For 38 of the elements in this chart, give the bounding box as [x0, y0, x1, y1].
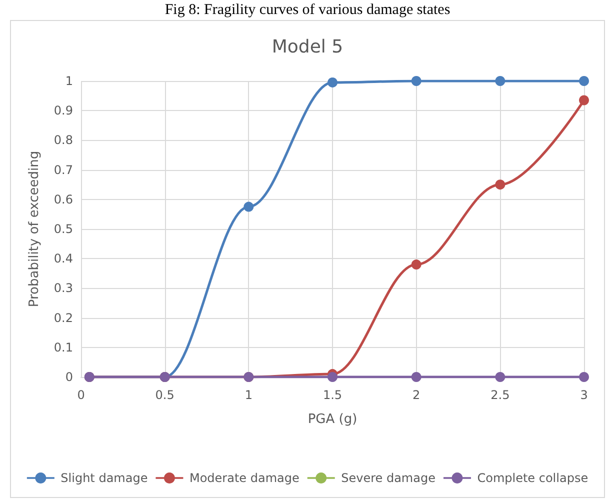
point	[579, 76, 589, 86]
point	[495, 76, 506, 86]
legend-label: Slight damage	[60, 471, 148, 485]
point	[328, 77, 338, 88]
point	[244, 202, 254, 212]
point	[411, 76, 422, 86]
x-tick-label: 2	[412, 388, 420, 402]
y-tick-label: 0.7	[54, 162, 73, 177]
y-tick-label: 0.1	[54, 340, 73, 354]
y-axis-title: Probability of exceeding	[27, 150, 42, 308]
point	[495, 372, 506, 382]
x-tick-label: 2.5	[490, 388, 510, 402]
y-tick-label: 0.4	[54, 252, 73, 266]
point	[579, 372, 589, 382]
point	[411, 372, 422, 382]
x-tick-label: 0.5	[155, 388, 174, 402]
caption: Fig 8: Fragility curves of various damage states	[164, 1, 452, 20]
y-tick-label: 0.5	[54, 222, 73, 236]
point	[328, 372, 338, 382]
x-tick-label: 1	[244, 388, 252, 402]
y-tick-label: 0.2	[54, 310, 73, 325]
y-tick-label: 1	[65, 74, 73, 88]
y-tick-label: 0.8	[54, 133, 73, 148]
legend-label: Moderate damage	[189, 471, 300, 485]
point	[495, 180, 506, 190]
point	[579, 95, 589, 106]
legend-label: Severe damage	[341, 471, 436, 485]
y-tick-label: 0.9	[54, 104, 73, 118]
legend-label: Complete collapse	[477, 471, 588, 485]
chart-title: Model 5	[272, 36, 344, 58]
y-tick-label: 0.6	[54, 192, 73, 206]
x-tick-label: 0	[77, 388, 85, 402]
x-tick-label: 3	[580, 388, 588, 402]
y-tick-label: 0	[65, 370, 73, 384]
x-tick-label: 1.5	[322, 388, 342, 402]
x-axis-title: PGA (g)	[308, 412, 358, 427]
y-tick-label: 0.3	[54, 281, 73, 296]
point	[411, 260, 422, 270]
